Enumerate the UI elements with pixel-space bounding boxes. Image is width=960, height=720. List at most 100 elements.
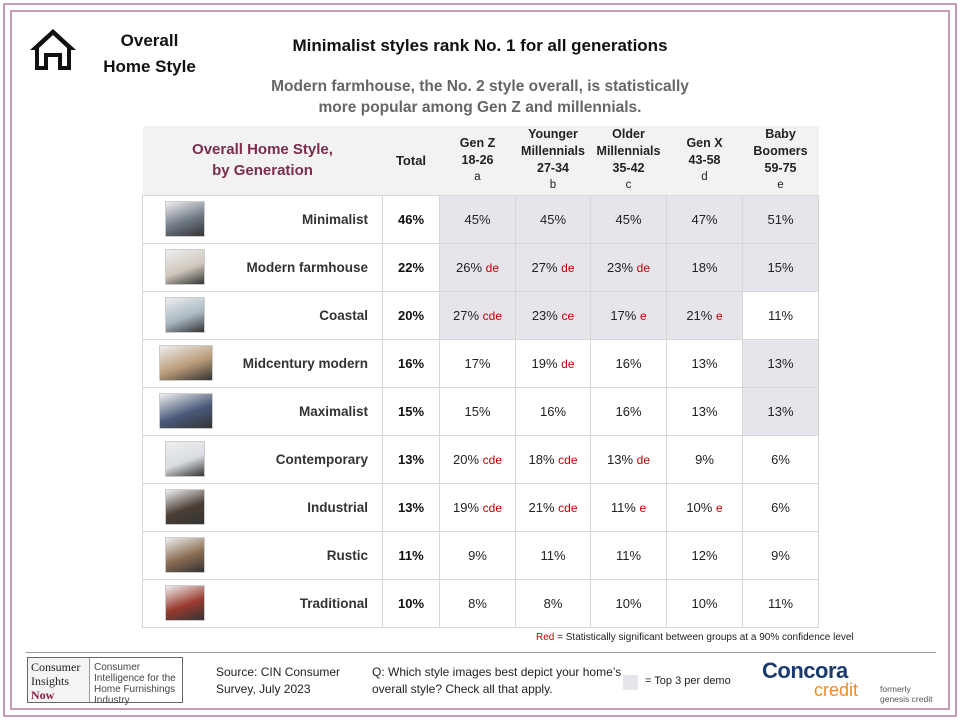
style-cell: Maximalist <box>142 387 383 436</box>
value-cell: 26% de <box>439 243 516 292</box>
value-cell: 15% <box>439 387 516 436</box>
value-cell: 27% cde <box>439 291 516 340</box>
style-cell: Midcentury modern <box>142 339 383 388</box>
total-cell: 22% <box>382 243 440 292</box>
value-cell: 6% <box>742 435 819 484</box>
value-cell: 13% <box>666 387 743 436</box>
value-text: 8% <box>468 595 487 611</box>
value-text: 15% <box>767 259 794 275</box>
value-text: 10% <box>686 499 713 515</box>
table-row: Contemporary 13% 20% cde 18% cde 13% de 9% 6% <box>142 435 819 484</box>
concora-logo: Concora credit formerly genesis credit <box>762 658 937 704</box>
value-cell: 9% <box>742 531 819 580</box>
value-text: 23% <box>531 307 558 323</box>
value-cell: 23% ce <box>515 291 591 340</box>
table-body: Minimalist 46% 45% 45% 45% 47% 51% Modern farmh… <box>142 194 819 628</box>
total-cell: 20% <box>382 291 440 340</box>
value-text: 45% <box>539 211 567 227</box>
value-text: 13% <box>691 403 718 419</box>
inner-frame <box>10 10 950 710</box>
value-cell: 10% e <box>666 483 743 532</box>
value-text: 10% <box>691 595 718 611</box>
significance-letters: ce <box>561 308 575 323</box>
significance-letters: e <box>715 500 723 515</box>
value-cell: 11% <box>742 291 819 340</box>
value-text: 6% <box>771 499 790 515</box>
column-header-older-millennials: Older Millennials 35-42 c <box>590 126 667 195</box>
value-text: 17% <box>464 355 491 371</box>
value-cell: 51% <box>742 194 819 244</box>
value-cell: 9% <box>439 531 516 580</box>
value-cell: 23% de <box>590 243 667 292</box>
column-header-total: Total <box>382 126 440 195</box>
significance-letters: de <box>561 260 575 275</box>
value-text: 51% <box>767 211 794 227</box>
value-text: 17% <box>610 307 637 323</box>
style-thumbnail-image <box>165 537 205 573</box>
value-text: 26% <box>455 259 483 275</box>
style-label: Maximalist <box>298 403 368 419</box>
total-cell: 46% <box>382 194 440 244</box>
table-row: Maximalist 15% 15% 16% 16% 13% 13% <box>142 387 819 436</box>
table-row: Traditional 10% 8% 8% 10% 10% 11% <box>142 579 819 628</box>
table-row: Modern farmhouse 22% 26% de 27% de 23% de 18%… <box>142 243 819 292</box>
subhead: Modern farmhouse, the No. 2 style overal… <box>271 78 689 116</box>
style-label: Traditional <box>299 595 368 611</box>
table-row: Minimalist 46% 45% 45% 45% 47% 51% <box>142 194 819 244</box>
value-cell: 18% <box>666 243 743 292</box>
style-label: Coastal <box>319 307 368 323</box>
column-header-younger-millennials: Younger Millennials 27-34 b <box>515 126 591 195</box>
cin-logo-wordmark: Consumer Insights Now <box>28 658 90 702</box>
value-text: 27% <box>452 307 480 323</box>
value-text: 12% <box>691 547 718 563</box>
legend-swatch <box>623 675 638 690</box>
style-cell: Modern farmhouse <box>142 243 383 292</box>
significance-letters: de <box>636 260 650 275</box>
value-text: 13% <box>767 355 794 371</box>
value-cell: 11% <box>590 531 667 580</box>
value-text: 16% <box>539 403 567 419</box>
value-cell: 18% cde <box>515 435 591 484</box>
value-text: 9% <box>695 451 714 467</box>
value-text: 6% <box>771 451 790 467</box>
value-text: 13% <box>606 451 634 467</box>
style-thumbnail-image <box>165 441 205 477</box>
table-title: Overall Home Style, by Generation <box>142 126 383 195</box>
value-text: 18% <box>691 259 718 275</box>
value-text: 18% <box>528 451 555 467</box>
style-cell: Traditional <box>142 579 383 628</box>
value-cell: 13% de <box>590 435 667 484</box>
value-text: 15% <box>464 403 491 419</box>
significance-letters: de <box>561 356 575 371</box>
value-text: 16% <box>615 355 642 371</box>
value-cell: 15% <box>742 243 819 292</box>
value-text: 10% <box>615 595 642 611</box>
value-cell: 11% <box>742 579 819 628</box>
value-cell: 45% <box>515 194 591 244</box>
significance-letters: e <box>715 308 723 323</box>
value-text: 11% <box>615 547 642 563</box>
value-cell: 8% <box>515 579 591 628</box>
value-text: 11% <box>540 547 566 563</box>
value-text: 16% <box>615 403 642 419</box>
value-text: 11% <box>767 307 794 323</box>
column-header-gen-z: Gen Z 18-26 a <box>439 126 516 195</box>
value-text: 21% <box>686 307 713 323</box>
style-thumbnail-image <box>165 585 205 621</box>
value-cell: 27% de <box>515 243 591 292</box>
value-text: 11% <box>610 499 636 515</box>
total-cell: 11% <box>382 531 440 580</box>
style-cell: Contemporary <box>142 435 383 484</box>
style-label: Rustic <box>326 547 368 563</box>
source-text: Source: CIN Consumer Survey, July 2023 <box>216 665 341 696</box>
value-cell: 16% <box>515 387 591 436</box>
style-thumbnail-image <box>165 489 205 525</box>
significance-letters: e <box>639 308 647 323</box>
column-header-baby-boomers: Baby Boomers 59-75 e <box>742 126 819 195</box>
significance-letters: cde <box>558 500 578 515</box>
table-row: Industrial 13% 19% cde 21% cde 11% e 10% e 6% <box>142 483 819 532</box>
total-cell: 16% <box>382 339 440 388</box>
value-cell: 13% <box>742 339 819 388</box>
significance-letters: cde <box>482 308 502 323</box>
style-thumbnail-image <box>165 249 205 285</box>
